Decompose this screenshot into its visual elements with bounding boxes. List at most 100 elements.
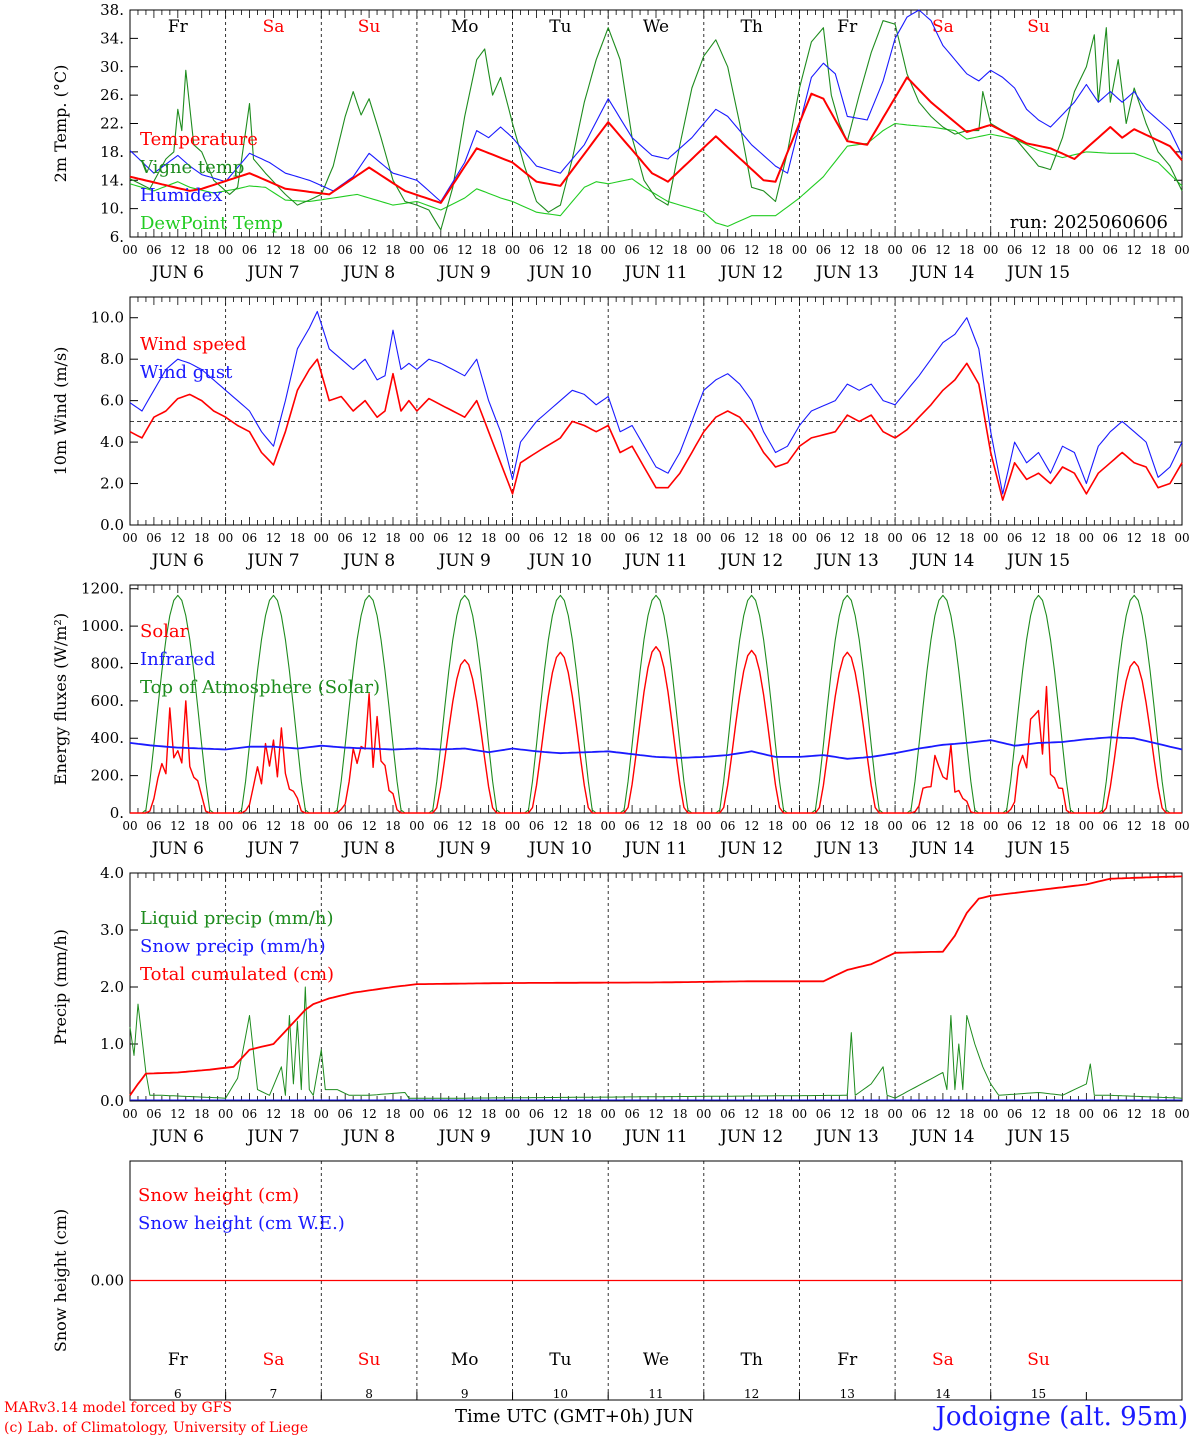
hour-tick-label: 00 — [409, 819, 424, 833]
y-tick-label: 4.0 — [100, 433, 124, 451]
panel-frame-energy — [129, 584, 1183, 814]
panel-frame-wind — [129, 296, 1183, 526]
y-tick-label: 1200. — [81, 580, 124, 598]
hour-tick-label: 12 — [744, 243, 759, 257]
hour-tick-label: 00 — [1174, 1107, 1189, 1121]
weekday-label: Mo — [451, 17, 479, 37]
hour-tick-label: 12 — [840, 243, 855, 257]
series-line-wind-gust — [129, 310, 1183, 495]
hour-tick-label: 06 — [911, 819, 926, 833]
hour-tick-label: 06 — [146, 243, 161, 257]
hour-tick-label: 18 — [1055, 819, 1070, 833]
y-tick-label: 400. — [91, 729, 124, 747]
day-label: JUN 10 — [527, 263, 592, 283]
day-label: JUN 15 — [1005, 551, 1070, 571]
series-line-humidex — [129, 9, 1183, 203]
weekday-label: We — [643, 1350, 669, 1370]
hour-tick-label: 18 — [290, 819, 305, 833]
hour-tick-label: 06 — [529, 531, 544, 545]
y-axis-label: 10m Wind (m/s) — [51, 347, 70, 476]
hour-tick-label: 18 — [672, 243, 687, 257]
hour-tick-label: 00 — [122, 243, 137, 257]
hour-tick-label: 18 — [959, 1107, 974, 1121]
y-tick-label: 6. — [110, 228, 124, 246]
legend-entry: Wind speed — [140, 334, 246, 355]
day-label: JUN 12 — [718, 551, 783, 571]
hour-tick-label: 06 — [911, 1107, 926, 1121]
day-label: JUN 11 — [622, 1127, 687, 1147]
weekday-label: Su — [358, 17, 381, 37]
weekday-label: Su — [1027, 17, 1050, 37]
hour-tick-label: 12 — [170, 819, 185, 833]
x-axis-title: Time UTC (GMT+0h) JUN — [455, 1406, 694, 1427]
day-label: JUN 12 — [718, 839, 783, 859]
y-tick-label: 600. — [91, 692, 124, 710]
hour-tick-label: 12 — [553, 1107, 568, 1121]
hour-tick-label: 12 — [457, 243, 472, 257]
hour-tick-label: 18 — [194, 819, 209, 833]
hour-tick-label: 06 — [816, 1107, 831, 1121]
series-line-solar — [130, 646, 1182, 814]
hour-tick-label: 18 — [577, 819, 592, 833]
hour-tick-label: 18 — [1055, 243, 1070, 257]
hour-tick-label: 06 — [1007, 819, 1022, 833]
weekday-label: Mo — [451, 1350, 479, 1370]
hour-tick-label: 00 — [601, 819, 616, 833]
weekday-label: Su — [358, 1350, 381, 1370]
hour-tick-label: 12 — [648, 243, 663, 257]
hour-tick-label: 18 — [481, 819, 496, 833]
day-label: JUN 13 — [814, 263, 879, 283]
hour-tick-label: 12 — [840, 1107, 855, 1121]
hour-tick-label: 12 — [170, 1107, 185, 1121]
y-tick-label: 38. — [100, 1, 124, 19]
hour-tick-label: 18 — [385, 531, 400, 545]
hour-tick-label: 18 — [481, 243, 496, 257]
hour-tick-label: 06 — [1007, 531, 1022, 545]
day-label: JUN 9 — [437, 1127, 491, 1147]
day-label: JUN 7 — [245, 263, 299, 283]
hour-tick-label: 00 — [983, 531, 998, 545]
weekday-label: Th — [740, 1350, 762, 1370]
hour-tick-label: 12 — [840, 531, 855, 545]
hour-tick-label: 18 — [194, 1107, 209, 1121]
hour-tick-label: 00 — [983, 819, 998, 833]
day-label: JUN 7 — [245, 551, 299, 571]
day-number-label: 6 — [174, 1387, 182, 1401]
legend-entry: Total cumulated (cm) — [140, 964, 334, 985]
series-line-temperature — [129, 76, 1183, 204]
hour-tick-label: 18 — [672, 1107, 687, 1121]
day-label: JUN 8 — [341, 551, 395, 571]
hour-tick-label: 06 — [1007, 243, 1022, 257]
y-tick-label: 800. — [91, 654, 124, 672]
hour-tick-label: 00 — [218, 1107, 233, 1121]
hour-tick-label: 12 — [935, 819, 950, 833]
hour-tick-label: 06 — [338, 243, 353, 257]
weekday-label: Th — [740, 17, 762, 37]
hour-tick-label: 06 — [911, 531, 926, 545]
hour-tick-label: 06 — [242, 819, 257, 833]
hour-tick-label: 12 — [935, 531, 950, 545]
hour-tick-label: 06 — [816, 531, 831, 545]
day-label: JUN 6 — [150, 263, 204, 283]
legend-entry: Vigne temp — [139, 157, 244, 178]
hour-tick-label: 06 — [242, 1107, 257, 1121]
series-line-wind-speed — [129, 358, 1183, 501]
hour-tick-label: 00 — [696, 1107, 711, 1121]
hour-tick-label: 12 — [361, 243, 376, 257]
day-label: JUN 9 — [437, 551, 491, 571]
hour-tick-label: 06 — [720, 243, 735, 257]
hour-tick-label: 06 — [720, 819, 735, 833]
hour-tick-label: 06 — [338, 1107, 353, 1121]
hour-tick-label: 00 — [314, 1107, 329, 1121]
y-axis-label: Precip (mm/h) — [51, 929, 70, 1045]
hour-tick-label: 06 — [1103, 819, 1118, 833]
hour-tick-label: 00 — [122, 819, 137, 833]
legend-entry: Top of Atmosphere (Solar) — [140, 677, 380, 698]
hour-tick-label: 00 — [696, 531, 711, 545]
hour-tick-label: 06 — [433, 819, 448, 833]
day-label: JUN 15 — [1005, 1127, 1070, 1147]
hour-tick-label: 18 — [194, 531, 209, 545]
hour-tick-label: 00 — [1079, 819, 1094, 833]
weekday-label: We — [643, 17, 669, 37]
